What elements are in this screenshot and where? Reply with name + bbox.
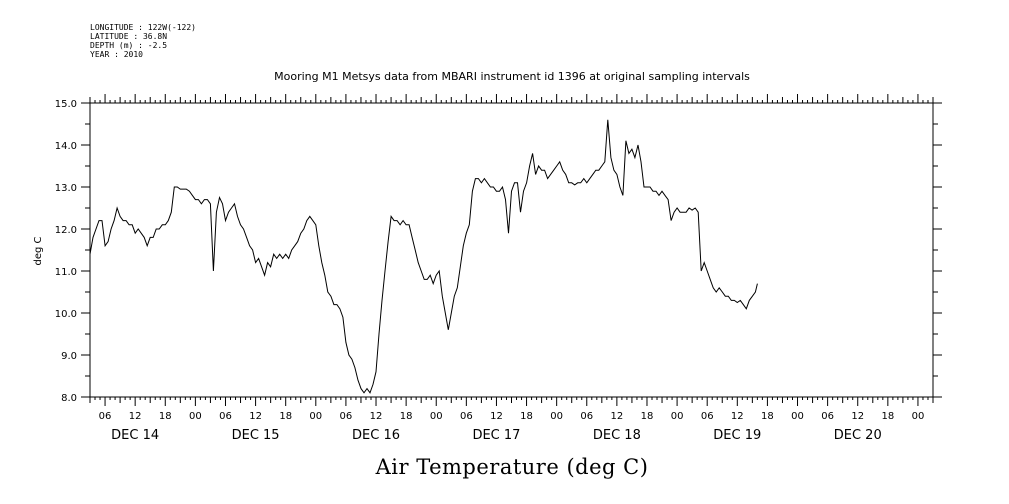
x-tick-label: 06 [99, 411, 112, 422]
y-tick-label: 14.0 [55, 141, 77, 152]
x-tick-label: 18 [641, 411, 654, 422]
x-tick-label: 18 [761, 411, 774, 422]
day-labels: DEC 14 DEC 15 DEC 16 DEC 17 DEC 18 DEC 19 DEC … [111, 428, 882, 443]
x-tick-label: 00 [430, 411, 443, 422]
x-tick-label: 00 [309, 411, 322, 422]
x-tick-label: 06 [460, 411, 473, 422]
x-tick-label: 18 [881, 411, 894, 422]
x-tick-label: 18 [400, 411, 413, 422]
y-tick-label: 8.0 [61, 393, 77, 404]
x-axis: 06 12 18 00 06 12 18 00 06 12 18 00 06 12 18 00 06 12 18 00… [89, 94, 934, 422]
y-tick-label: 12.0 [55, 225, 77, 236]
x-tick-label: 12 [370, 411, 383, 422]
x-tick-label: 12 [249, 411, 262, 422]
y-tick-label: 10.0 [55, 309, 77, 320]
x-day-label: DEC 15 [232, 428, 280, 443]
x-tick-label: 06 [580, 411, 593, 422]
x-tick-label: 06 [821, 411, 834, 422]
x-tick-label: 06 [701, 411, 714, 422]
metadata-block: LONGITUDE : 122W(-122) LATITUDE : 36.8N … [90, 23, 196, 59]
y-axis-label: deg C [33, 236, 44, 265]
series-line [89, 119, 758, 394]
x-tick-label: 00 [671, 411, 684, 422]
y-tick-label: 9.0 [61, 351, 77, 362]
x-tick-label: 00 [189, 411, 202, 422]
meta-depth: DEPTH (m) : -2.5 [90, 41, 167, 50]
meta-longitude: LONGITUDE : 122W(-122) [90, 23, 196, 32]
x-day-label: DEC 16 [352, 428, 400, 443]
x-day-label: DEC 14 [111, 428, 159, 443]
x-tick-label: 00 [550, 411, 563, 422]
x-tick-label: 12 [129, 411, 142, 422]
meta-latitude: LATITUDE : 36.8N [90, 32, 167, 41]
y-axis: 8.0 9.0 10.0 11.0 12.0 13.0 14.0 15.0 [55, 99, 942, 404]
x-tick-label: 18 [520, 411, 533, 422]
chart-caption: Air Temperature (deg C) [375, 455, 649, 479]
x-day-label: DEC 19 [713, 428, 761, 443]
x-tick-label: 12 [490, 411, 503, 422]
x-tick-label: 00 [912, 411, 925, 422]
y-tick-label: 11.0 [55, 267, 77, 278]
x-tick-label: 18 [159, 411, 172, 422]
plot-frame [89, 102, 934, 398]
x-tick-label: 06 [219, 411, 232, 422]
chart-title: Mooring M1 Metsys data from MBARI instru… [274, 70, 750, 83]
x-tick-label: 12 [611, 411, 624, 422]
x-day-label: DEC 18 [593, 428, 641, 443]
y-tick-label: 13.0 [55, 183, 77, 194]
x-tick-label: 18 [279, 411, 292, 422]
y-tick-label: 15.0 [55, 99, 77, 110]
x-day-label: DEC 17 [472, 428, 520, 443]
x-tick-label: 06 [340, 411, 353, 422]
x-tick-label: 00 [791, 411, 804, 422]
x-day-label: DEC 20 [834, 428, 882, 443]
x-tick-label: 12 [851, 411, 864, 422]
meta-year: YEAR : 2010 [90, 50, 143, 59]
x-tick-label: 12 [731, 411, 744, 422]
